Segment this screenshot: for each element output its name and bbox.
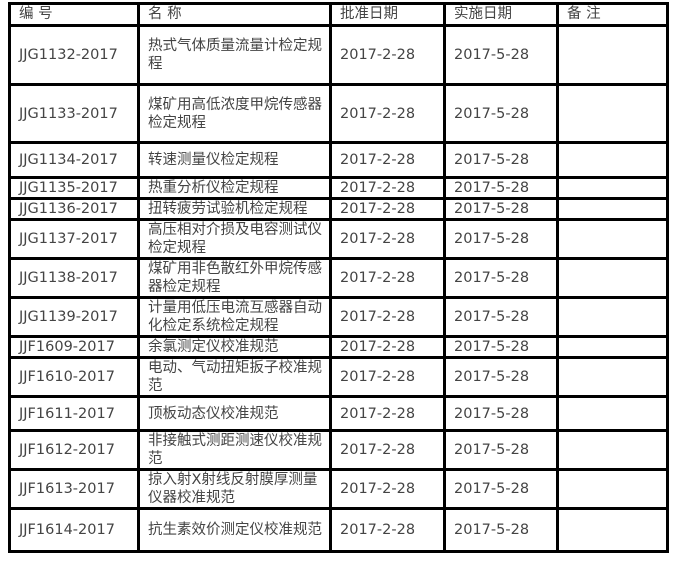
name-cell: 煤矿用高低浓度甲烷传感器检定规程	[137, 83, 332, 144]
code-cell: JJG1138-2017	[8, 257, 140, 299]
table-row: JJF1614-2017 抗生素效价测定仪校准规范 2017-2-28 2017-5-…	[8, 507, 669, 553]
remark-cell	[556, 83, 669, 144]
remark-cell	[556, 197, 669, 221]
approve-date-cell: 2017-2-28	[329, 429, 446, 471]
approve-date-cell: 2017-2-28	[329, 356, 446, 398]
code-cell: JJF1609-2017	[8, 335, 140, 359]
remark-cell	[556, 507, 669, 553]
remark-cell	[556, 335, 669, 359]
implement-date-cell: 2017-5-28	[443, 395, 559, 432]
header-code: 编 号	[8, 2, 140, 27]
code-cell: JJG1133-2017	[8, 83, 140, 144]
name-cell: 非接触式测距测速仪校准规范	[137, 429, 332, 471]
approve-date-cell: 2017-2-28	[329, 218, 446, 260]
approve-date-cell: 2017-2-28	[329, 257, 446, 299]
implement-date-cell: 2017-5-28	[443, 218, 559, 260]
approve-date-cell: 2017-2-28	[329, 335, 446, 359]
remark-cell	[556, 395, 669, 432]
remark-cell	[556, 218, 669, 260]
implement-date-cell: 2017-5-28	[443, 176, 559, 200]
approve-date-cell: 2017-2-28	[329, 197, 446, 221]
code-cell: JJF1613-2017	[8, 468, 140, 510]
implement-date-cell: 2017-5-28	[443, 429, 559, 471]
table-row: JJG1133-2017 煤矿用高低浓度甲烷传感器检定规程 2017-2-28 201…	[8, 83, 669, 144]
header-row: 编 号 名 称 批准日期 实施日期 备 注	[8, 2, 669, 27]
code-cell: JJG1139-2017	[8, 296, 140, 338]
table-row: JJF1610-2017 电动、气动扭矩扳子校准规范 2017-2-28 2017-5…	[8, 356, 669, 398]
code-cell: JJG1134-2017	[8, 141, 140, 179]
implement-date-cell: 2017-5-28	[443, 468, 559, 510]
name-cell: 煤矿用非色散红外甲烷传感器检定规程	[137, 257, 332, 299]
name-cell: 高压相对介损及电容测试仪检定规程	[137, 218, 332, 260]
code-cell: JJF1612-2017	[8, 429, 140, 471]
approve-date-cell: 2017-2-28	[329, 83, 446, 144]
standards-table: 编 号 名 称 批准日期 实施日期 备 注 JJG1132-2017 热式气体质量…	[8, 2, 669, 553]
table-row: JJG1138-2017 煤矿用非色散红外甲烷传感器检定规程 2017-2-28 20…	[8, 257, 669, 299]
name-cell: 顶板动态仪校准规范	[137, 395, 332, 432]
approve-date-cell: 2017-2-28	[329, 296, 446, 338]
approve-date-cell: 2017-2-28	[329, 24, 446, 86]
approve-date-cell: 2017-2-28	[329, 395, 446, 432]
approve-date-cell: 2017-2-28	[329, 176, 446, 200]
remark-cell	[556, 24, 669, 86]
name-cell: 计量用低压电流互感器自动化检定系统检定规程	[137, 296, 332, 338]
remark-cell	[556, 356, 669, 398]
implement-date-cell: 2017-5-28	[443, 197, 559, 221]
implement-date-cell: 2017-5-28	[443, 507, 559, 553]
implement-date-cell: 2017-5-28	[443, 24, 559, 86]
name-cell: 转速测量仪检定规程	[137, 141, 332, 179]
remark-cell	[556, 176, 669, 200]
implement-date-cell: 2017-5-28	[443, 83, 559, 144]
header-approve-date: 批准日期	[329, 2, 446, 27]
name-cell: 余氯测定仪校准规范	[137, 335, 332, 359]
name-cell: 热重分析仪检定规程	[137, 176, 332, 200]
code-cell: JJF1614-2017	[8, 507, 140, 553]
code-cell: JJG1135-2017	[8, 176, 140, 200]
approve-date-cell: 2017-2-28	[329, 507, 446, 553]
table-row: JJF1612-2017 非接触式测距测速仪校准规范 2017-2-28 2017-5…	[8, 429, 669, 471]
table-row: JJF1611-2017 顶板动态仪校准规范 2017-2-28 2017-5-28	[8, 395, 669, 432]
remark-cell	[556, 468, 669, 510]
code-cell: JJF1610-2017	[8, 356, 140, 398]
table-row: JJG1136-2017 扭转疲劳试验机检定规程 2017-2-28 2017-5-2…	[8, 197, 669, 221]
approve-date-cell: 2017-2-28	[329, 141, 446, 179]
table-row: JJG1132-2017 热式气体质量流量计检定规程 2017-2-28 2017-5…	[8, 24, 669, 86]
implement-date-cell: 2017-5-28	[443, 335, 559, 359]
table-row: JJF1613-2017 掠入射X射线反射膜厚测量仪器校准规范 2017-2-28 2…	[8, 468, 669, 510]
name-cell: 扭转疲劳试验机检定规程	[137, 197, 332, 221]
code-cell: JJG1136-2017	[8, 197, 140, 221]
table-row: JJG1137-2017 高压相对介损及电容测试仪检定规程 2017-2-28 201…	[8, 218, 669, 260]
code-cell: JJF1611-2017	[8, 395, 140, 432]
remark-cell	[556, 296, 669, 338]
code-cell: JJG1132-2017	[8, 24, 140, 86]
table-row: JJG1139-2017 计量用低压电流互感器自动化检定系统检定规程 2017-2-…	[8, 296, 669, 338]
table-row: JJF1609-2017 余氯测定仪校准规范 2017-2-28 2017-5-28	[8, 335, 669, 359]
implement-date-cell: 2017-5-28	[443, 356, 559, 398]
approve-date-cell: 2017-2-28	[329, 468, 446, 510]
header-name: 名 称	[137, 2, 332, 27]
name-cell: 抗生素效价测定仪校准规范	[137, 507, 332, 553]
table-row: JJG1134-2017 转速测量仪检定规程 2017-2-28 2017-5-28	[8, 141, 669, 179]
name-cell: 掠入射X射线反射膜厚测量仪器校准规范	[137, 468, 332, 510]
remark-cell	[556, 257, 669, 299]
header-remark: 备 注	[556, 2, 669, 27]
remark-cell	[556, 141, 669, 179]
remark-cell	[556, 429, 669, 471]
implement-date-cell: 2017-5-28	[443, 257, 559, 299]
table-row: JJG1135-2017 热重分析仪检定规程 2017-2-28 2017-5-28	[8, 176, 669, 200]
name-cell: 电动、气动扭矩扳子校准规范	[137, 356, 332, 398]
implement-date-cell: 2017-5-28	[443, 296, 559, 338]
header-implement-date: 实施日期	[443, 2, 559, 27]
implement-date-cell: 2017-5-28	[443, 141, 559, 179]
code-cell: JJG1137-2017	[8, 218, 140, 260]
name-cell: 热式气体质量流量计检定规程	[137, 24, 332, 86]
